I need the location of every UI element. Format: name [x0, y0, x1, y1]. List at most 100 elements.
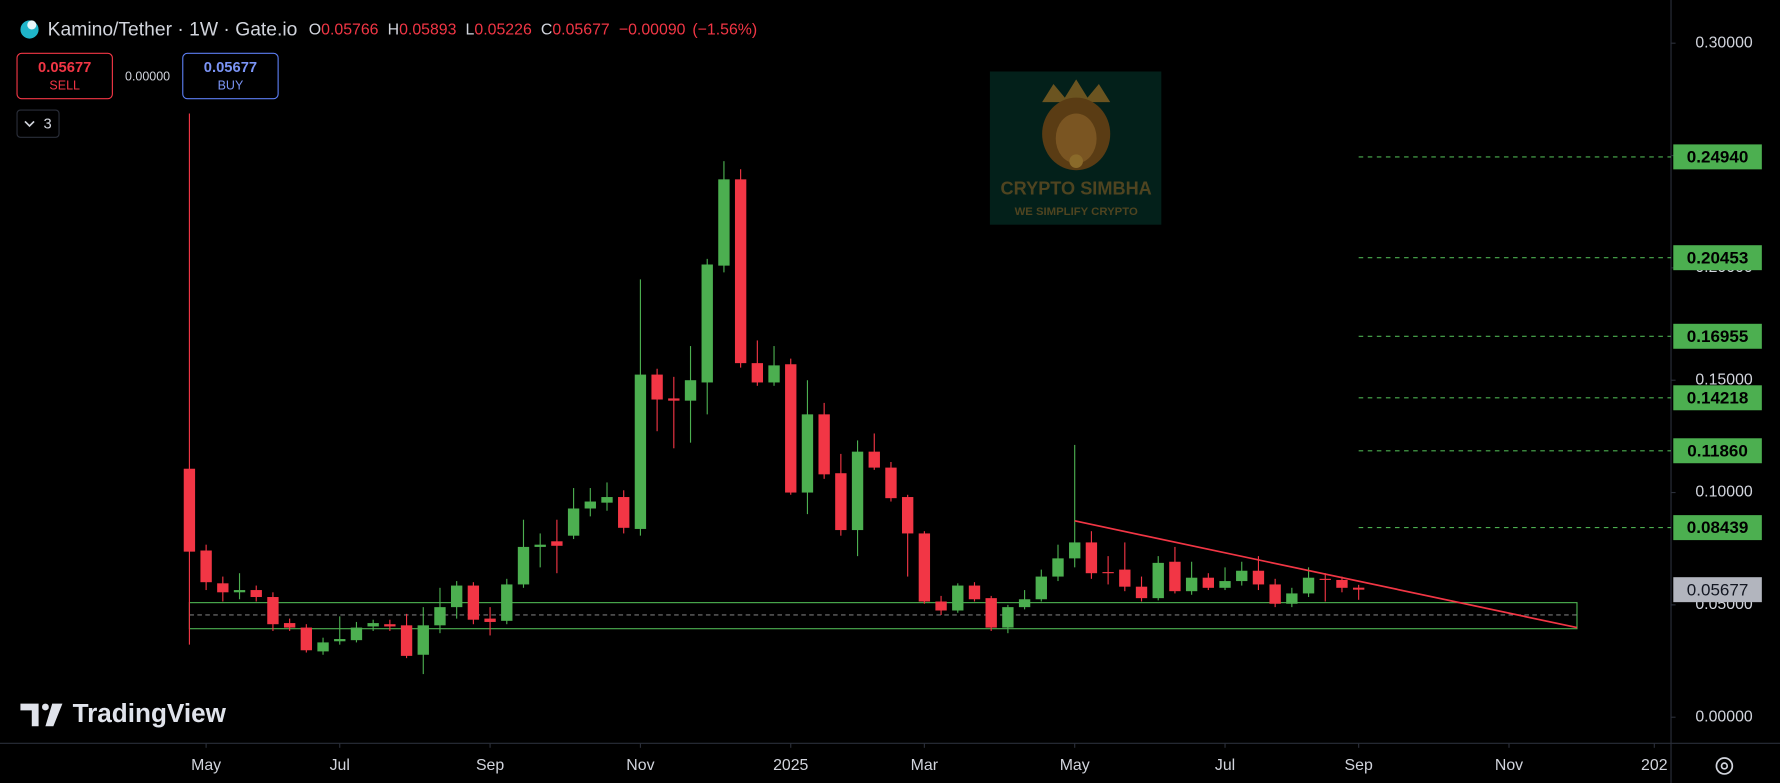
x-tick-label: Jul	[1215, 757, 1235, 774]
ohlc-label: H	[388, 22, 399, 39]
candle-body	[1119, 569, 1131, 587]
candle-body	[918, 533, 931, 602]
candle-body	[417, 625, 429, 655]
sell-button[interactable]	[16, 52, 113, 100]
candle-body	[701, 264, 713, 383]
symbol-icon-inner	[27, 20, 37, 30]
candle-body	[250, 590, 262, 598]
level-label-bg	[1673, 438, 1762, 464]
candle-body	[584, 501, 596, 509]
candle-body	[283, 623, 296, 628]
level-label-bg	[1673, 144, 1762, 170]
candle-body	[1169, 561, 1181, 592]
level-label: 0.14218	[1687, 388, 1749, 407]
indicator-toggle[interactable]	[16, 109, 60, 138]
sell-price: 0.05677	[38, 60, 91, 76]
candle-body	[367, 623, 379, 627]
candle-body	[1069, 542, 1081, 559]
indicator-count: 3	[44, 117, 52, 133]
change-pct: (−1.56%)	[692, 22, 757, 39]
chevron	[24, 120, 35, 128]
logo-dot	[42, 703, 49, 711]
lion-face	[1055, 113, 1097, 164]
candle-body	[534, 544, 546, 547]
candle-body	[1352, 587, 1365, 590]
candle-body	[935, 601, 947, 611]
candle-body	[1286, 593, 1298, 604]
watermark-title: CRYPTO SIMBHA	[1001, 178, 1152, 198]
candle-body	[835, 473, 847, 531]
buy-label: BUY	[218, 79, 244, 93]
x-tick-label: May	[191, 757, 221, 774]
candle-body	[1319, 578, 1331, 580]
candle-body	[868, 451, 880, 468]
candle-body	[985, 598, 997, 628]
level-label-bg	[1673, 323, 1762, 349]
candle-body	[601, 497, 613, 503]
candle-body	[217, 583, 229, 593]
trendline	[1074, 520, 1578, 629]
candle-body	[450, 585, 463, 608]
trade-panel: 0.05677 SELL 0.00000 0.05677 BUY 3	[16, 52, 279, 138]
candle-body	[334, 639, 346, 642]
level-label-bg	[1673, 385, 1762, 411]
candle-body	[1219, 581, 1231, 588]
symbol-title: Kamino/Tether · 1W · Gate.io	[48, 20, 298, 41]
candle-body	[1185, 577, 1198, 592]
candle-body	[267, 597, 279, 625]
candle-body	[300, 627, 313, 651]
candle-body	[400, 625, 413, 656]
candle-body	[1202, 577, 1215, 588]
candle-body	[818, 414, 830, 475]
candle-body	[901, 497, 914, 534]
candle-body	[801, 414, 814, 493]
settings-icon[interactable]	[1715, 757, 1734, 775]
candle-body	[734, 179, 747, 364]
candle-body	[1135, 586, 1148, 599]
gear[interactable]	[1715, 757, 1734, 775]
header-line: Kamino/Tether · 1W · Gate.io O0.05766 H0.0…	[48, 20, 758, 41]
logo-t	[20, 703, 39, 727]
change: −0.00090	[619, 22, 686, 39]
candle-body	[885, 467, 897, 499]
candle-body	[1085, 542, 1098, 574]
candle-body	[1002, 607, 1014, 628]
candle-body	[1302, 577, 1315, 594]
sell-label: SELL	[49, 79, 80, 93]
candle-body	[567, 508, 580, 536]
buy-price: 0.05677	[204, 60, 257, 76]
candle-body	[668, 398, 680, 401]
level-label: 0.20453	[1687, 248, 1749, 267]
x-tick-label: Mar	[911, 757, 939, 774]
candle-body	[551, 541, 563, 546]
x-tick-label: 202	[1641, 757, 1668, 774]
candle-body	[1052, 558, 1064, 577]
header: Kamino/Tether · 1W · Gate.io O0.05766 H0.0…	[20, 20, 757, 41]
level-label: 0.08439	[1687, 518, 1749, 537]
coin	[1069, 154, 1083, 168]
ohlc-value: 0.05226	[474, 22, 532, 39]
y-tick-label: 0.00000	[1695, 708, 1753, 725]
x-tick-label: Nov	[1495, 757, 1523, 774]
brand: TradingView	[73, 698, 227, 728]
marks-layer	[183, 113, 1672, 675]
y-tick-label: 0.30000	[1695, 34, 1753, 51]
buy-button[interactable]	[182, 52, 279, 100]
candle-body	[952, 585, 964, 611]
logo-v	[45, 703, 63, 727]
candle-body	[434, 607, 446, 626]
candle-body	[785, 364, 797, 493]
x-tick-label: Jul	[330, 757, 350, 774]
axes-layer: 0.000000.050000.100000.150000.200000.250…	[191, 34, 1762, 774]
level-label: 0.16955	[1687, 327, 1749, 346]
y-tick-label: 0.15000	[1695, 371, 1753, 388]
candle-body	[200, 550, 212, 583]
candle-body	[183, 468, 196, 552]
candle-body	[1102, 572, 1114, 574]
candle-body	[1152, 562, 1164, 599]
candle-body	[684, 380, 697, 401]
candle-body	[1269, 584, 1281, 604]
candle-body	[751, 363, 764, 383]
